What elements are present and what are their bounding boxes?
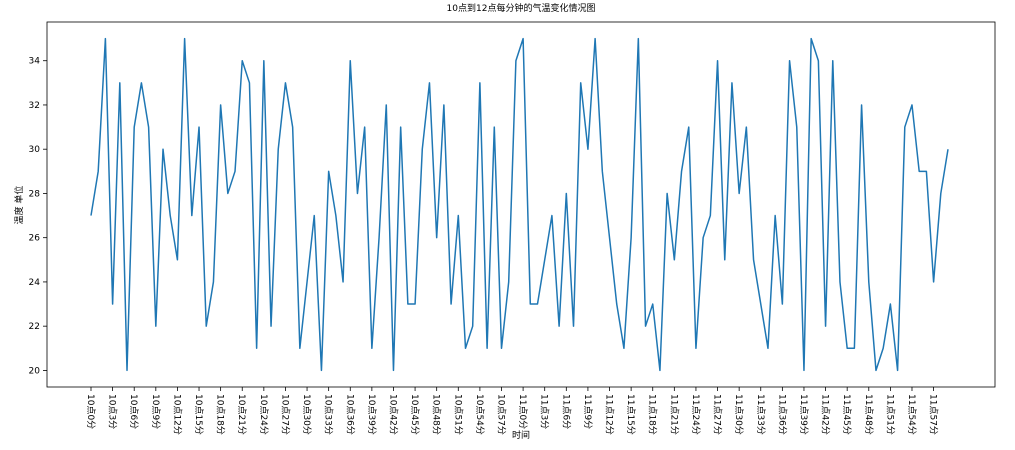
x-tick-label: 10点54分 (474, 394, 485, 435)
x-tick-label: 10点6分 (128, 394, 139, 429)
x-tick-label: 10点0分 (85, 394, 96, 429)
x-tick-label: 11点27分 (712, 394, 723, 435)
x-tick-label: 10点12分 (171, 394, 182, 435)
y-tick-label: 32 (29, 101, 40, 111)
x-tick-label: 10点36分 (344, 394, 355, 435)
x-tick-label: 11点54分 (906, 394, 917, 435)
x-tick-label: 10点9分 (150, 394, 161, 429)
y-tick-label: 34 (29, 57, 41, 67)
x-tick-label: 10点18分 (215, 394, 226, 435)
x-tick-label: 10点51分 (452, 394, 463, 435)
x-tick-label: 10点30分 (301, 394, 312, 435)
x-tick-label: 11点3分 (539, 394, 550, 429)
x-tick-label: 11点30分 (733, 394, 744, 435)
x-tick-label: 11点45分 (841, 394, 852, 435)
x-tick-label: 11点15分 (625, 394, 636, 435)
x-tick-label: 11点9分 (582, 394, 593, 429)
x-tick-label: 11点57分 (928, 394, 939, 435)
x-tick-label: 10点21分 (236, 394, 247, 435)
x-tick-label: 11点48分 (863, 394, 874, 435)
axes-frame (46, 21, 996, 388)
x-tick-label: 10点24分 (258, 394, 269, 435)
x-tick-label: 10点57分 (495, 394, 506, 435)
x-tick-label: 11点6分 (560, 394, 571, 429)
y-tick-label: 28 (29, 189, 41, 199)
y-tick-label: 22 (29, 322, 40, 332)
x-tick-label: 11点42分 (820, 394, 831, 435)
x-tick-label: 11点0分 (517, 394, 528, 429)
x-tick-label: 11点18分 (647, 394, 658, 435)
x-axis-label: 时间 (512, 429, 530, 441)
x-tick-label: 11点36分 (776, 394, 787, 435)
x-tick-label: 11点51分 (884, 394, 895, 435)
chart-title: 10点到12点每分钟的气温变化情况图 (447, 2, 596, 14)
x-tick-label: 11点21分 (668, 394, 679, 435)
y-tick-label: 20 (29, 366, 41, 376)
x-tick-label: 10点48分 (431, 394, 442, 435)
x-tick-label: 10点15分 (193, 394, 204, 435)
x-tick-label: 10点42分 (387, 394, 398, 435)
x-tick-label: 11点39分 (798, 394, 809, 435)
x-tick-label: 10点3分 (107, 394, 118, 429)
x-tick-label: 10点27分 (279, 394, 290, 435)
y-tick-label: 30 (29, 145, 41, 155)
y-axis-label: 温度 单位 (13, 186, 25, 225)
y-tick-label: 26 (29, 234, 41, 244)
x-tick-label: 11点33分 (755, 394, 766, 435)
x-tick-label: 10点39分 (366, 394, 377, 435)
x-tick-label: 10点45分 (409, 394, 420, 435)
data-line (90, 37, 949, 372)
x-tick-label: 11点12分 (604, 394, 615, 435)
x-tick-label: 10点33分 (323, 394, 334, 435)
y-tick-label: 24 (29, 278, 41, 288)
x-tick-label: 11点24分 (690, 394, 701, 435)
